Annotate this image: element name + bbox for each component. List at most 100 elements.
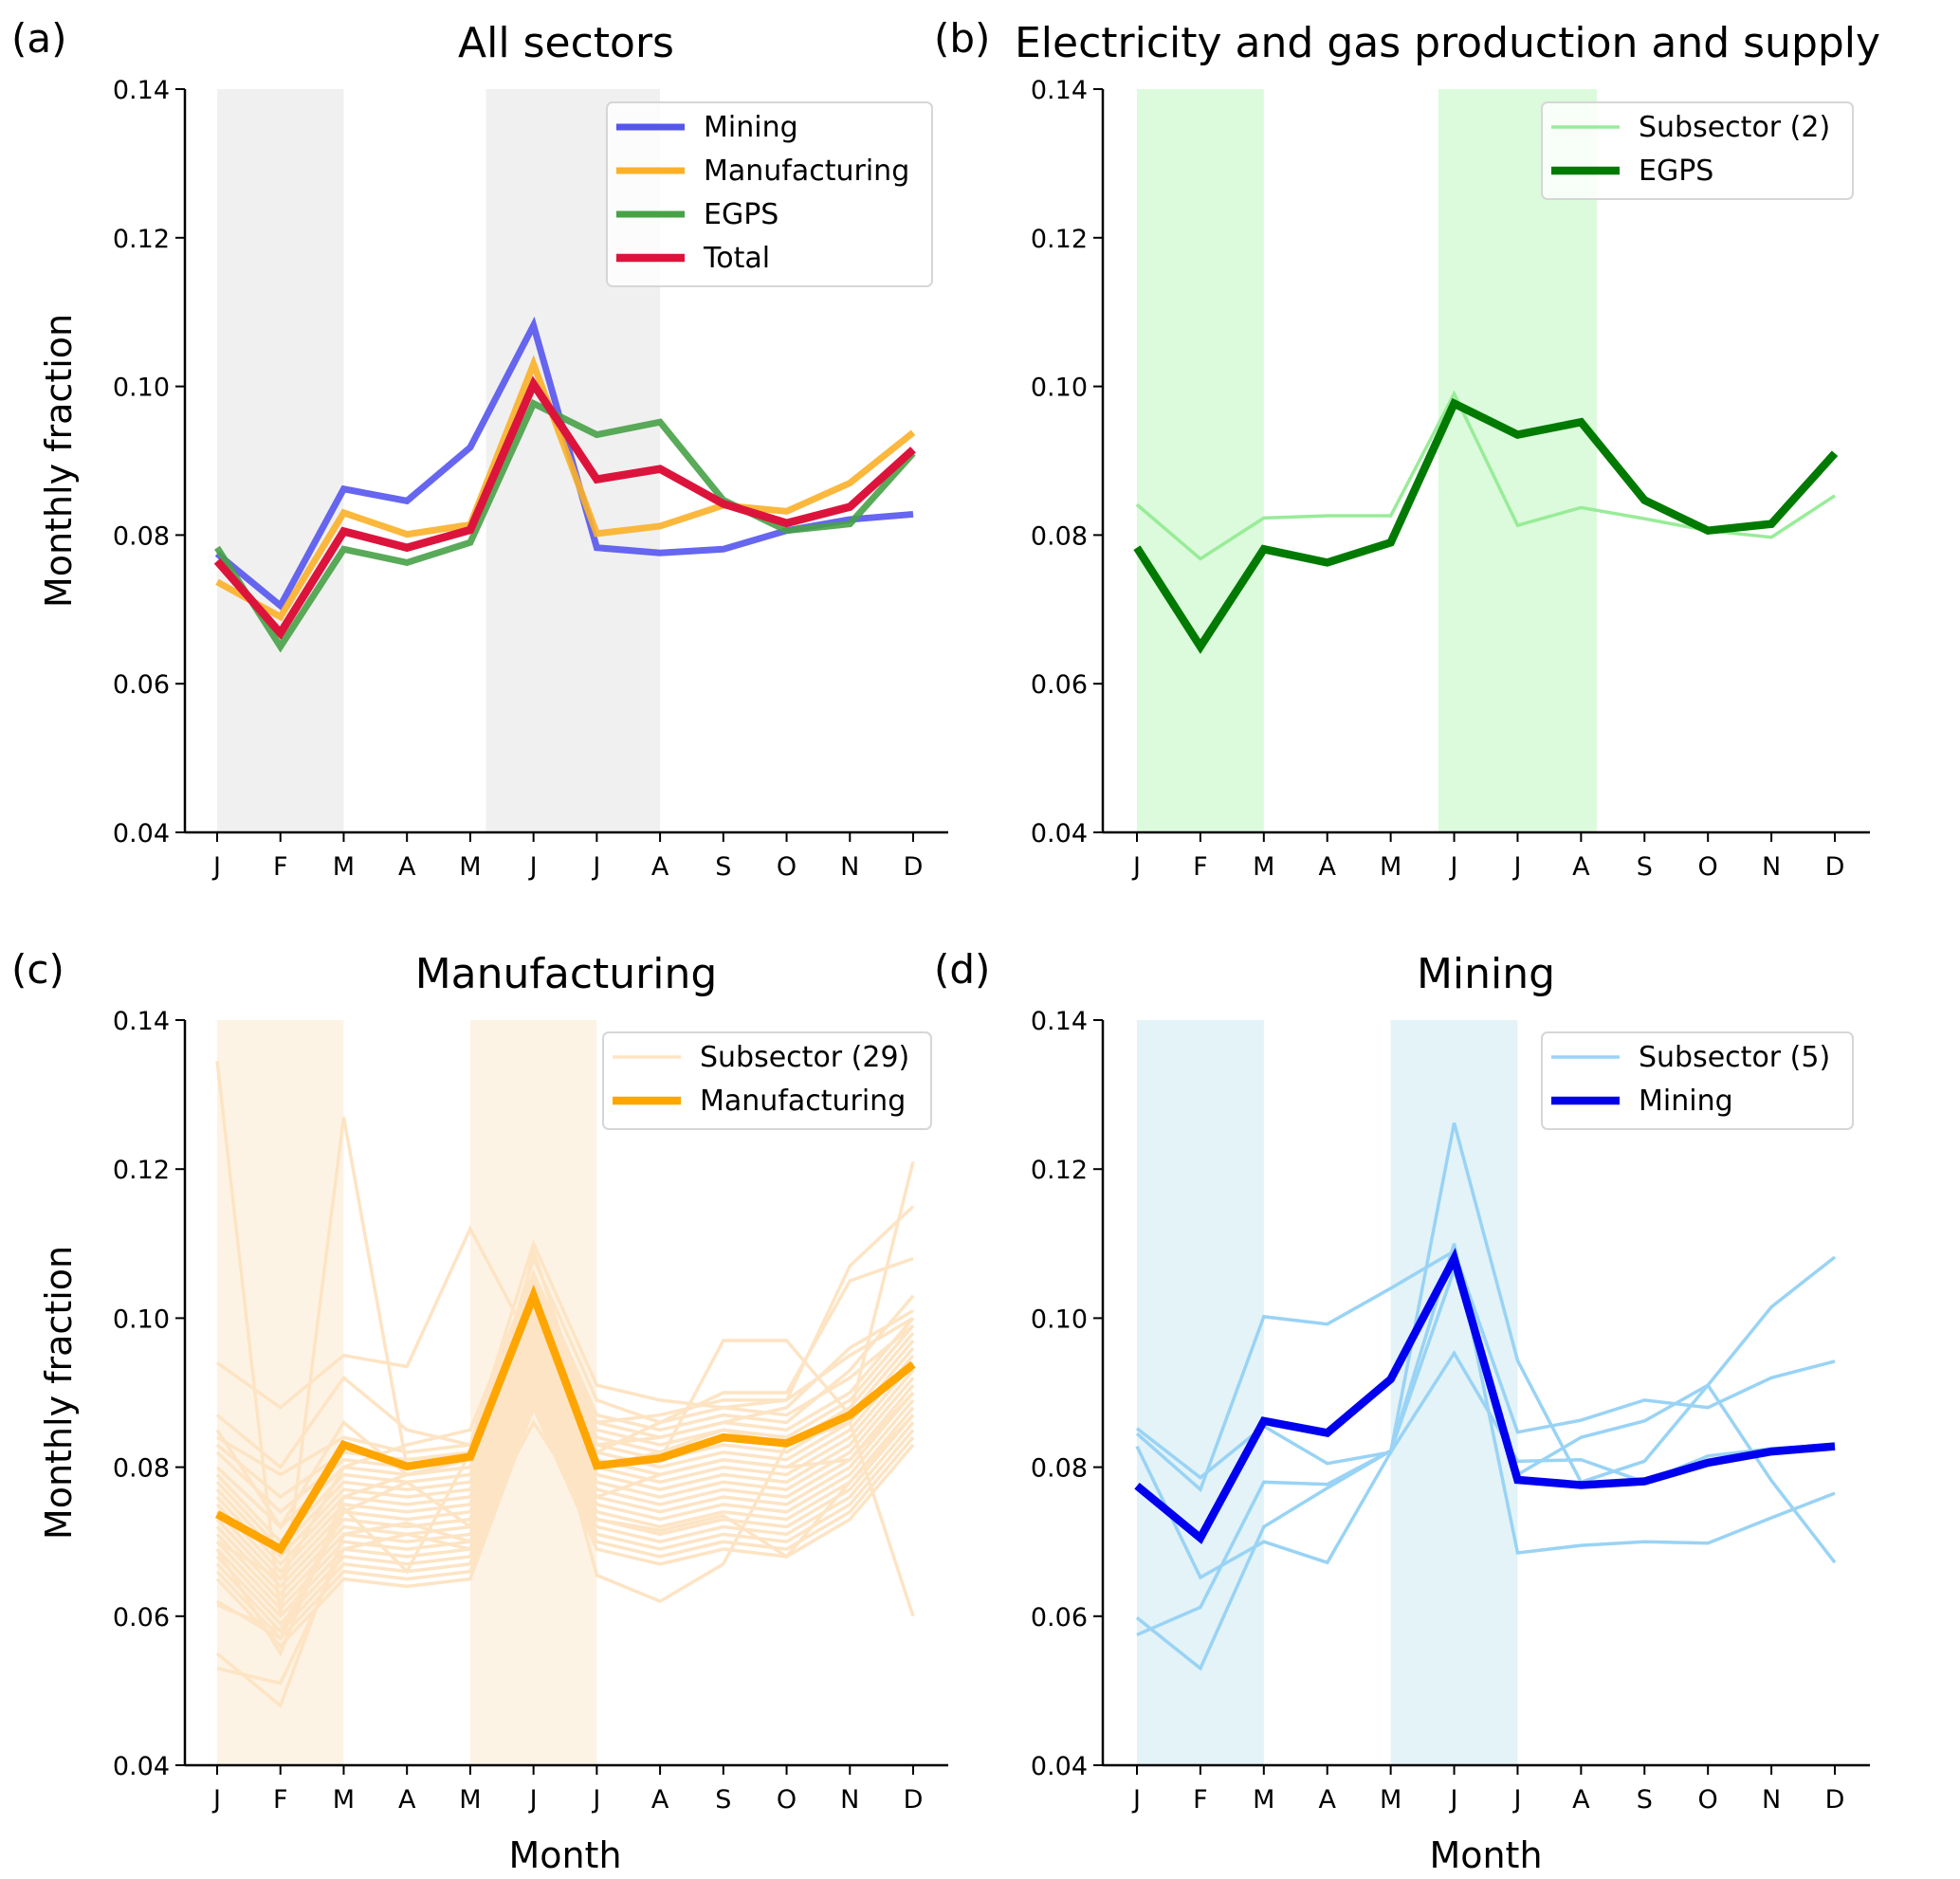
subsector-line xyxy=(215,1205,915,1470)
y-tick-label: 0.04 xyxy=(113,819,170,848)
subsector-line xyxy=(215,1403,915,1649)
x-tick-label: O xyxy=(777,852,797,882)
series-line-total xyxy=(213,375,916,640)
x-tick-label: S xyxy=(1637,1785,1653,1815)
panel-a-all-sectors: (a) All sectors Monthly fraction 0.04 0.0… xyxy=(11,15,948,882)
shaded-span xyxy=(1137,89,1264,832)
y-tick-label: 0.14 xyxy=(1031,76,1088,105)
x-tick-label: M xyxy=(459,852,481,882)
x-tick-label: N xyxy=(840,852,859,882)
shaded-span xyxy=(1438,89,1598,832)
subsector-line xyxy=(1135,1243,1836,1671)
x-tick-label: M xyxy=(1253,1785,1274,1815)
panel-title: Manufacturing xyxy=(415,950,718,998)
x-tick-label: A xyxy=(1572,852,1590,882)
x-tick-label: D xyxy=(904,852,924,882)
x-tick-label: O xyxy=(777,1785,797,1815)
subsector-line xyxy=(215,1253,914,1530)
subsector-line xyxy=(216,1268,914,1581)
x-tick-label: A xyxy=(651,1785,669,1815)
y-tick-label: 0.10 xyxy=(1031,1304,1088,1334)
x-tick-label: J xyxy=(1449,852,1458,882)
y-tick-label: 0.14 xyxy=(113,76,170,105)
legend-label: Subsector (2) xyxy=(1639,111,1830,144)
x-tick-label: A xyxy=(398,1785,416,1815)
x-tick-label: J xyxy=(591,852,600,882)
subsector-line xyxy=(216,1350,915,1686)
shaded-span xyxy=(1137,1020,1264,1765)
subsector-line xyxy=(215,1321,915,1567)
x-tick-label: F xyxy=(273,1785,288,1815)
subsector-line xyxy=(215,1328,915,1575)
x-tick-label: D xyxy=(1825,1785,1845,1815)
x-tick-label: J xyxy=(1131,1785,1141,1815)
legend-label: Mining xyxy=(1639,1085,1733,1118)
x-tick-label: D xyxy=(904,1785,924,1815)
x-tick-label: A xyxy=(1318,852,1336,882)
y-tick-label: 0.06 xyxy=(1031,1603,1088,1633)
x-tick-label: N xyxy=(1762,1785,1781,1815)
panel-title: All sectors xyxy=(458,19,674,67)
y-tick-label: 0.04 xyxy=(113,1752,170,1781)
x-tick-label: F xyxy=(1193,1785,1208,1815)
y-axis-label: Monthly fraction xyxy=(38,1246,80,1540)
panel-title: Electricity and gas production and suppl… xyxy=(1015,19,1880,67)
panel-letter: (d) xyxy=(934,946,990,993)
y-tick-label: 0.06 xyxy=(1031,670,1088,700)
x-tick-label: S xyxy=(1637,852,1653,882)
x-tick-label: N xyxy=(840,1785,859,1815)
legend: Mining Manufacturing EGPS Total xyxy=(606,101,933,287)
series-line-manufacturing xyxy=(215,355,916,622)
panel-letter: (c) xyxy=(11,946,64,993)
x-tick-label: O xyxy=(1698,1785,1718,1815)
x-tick-label: J xyxy=(1449,1785,1458,1815)
series-line-manufacturing xyxy=(214,1284,916,1555)
y-tick-label: 0.06 xyxy=(113,670,170,700)
x-tick-label: J xyxy=(211,852,221,882)
legend: Subsector (5) Mining xyxy=(1541,1031,1854,1130)
y-tick-label: 0.08 xyxy=(113,521,170,551)
x-tick-label: M xyxy=(1253,852,1274,882)
legend-label: EGPS xyxy=(704,198,779,231)
y-tick-label: 0.12 xyxy=(1031,1156,1088,1185)
panel-title: Mining xyxy=(1417,950,1555,998)
shaded-span xyxy=(217,89,344,832)
x-tick-label: F xyxy=(1193,852,1208,882)
legend-frame xyxy=(606,101,933,287)
y-tick-label: 0.06 xyxy=(113,1603,170,1633)
x-tick-label: M xyxy=(459,1785,481,1815)
y-tick-label: 0.12 xyxy=(113,1156,170,1185)
legend: Subsector (2) EGPS xyxy=(1541,101,1854,200)
panel-d-mining: (d) Mining Month 0.04 0.06 0.08 0.10 0.12 0.1… xyxy=(934,946,1870,1876)
legend-label: Total xyxy=(703,242,770,275)
y-tick-label: 0.14 xyxy=(1031,1007,1088,1036)
legend-label: Manufacturing xyxy=(704,155,909,188)
y-tick-label: 0.08 xyxy=(113,1454,170,1484)
x-tick-label: D xyxy=(1825,852,1845,882)
x-tick-label: J xyxy=(528,1785,538,1815)
y-tick-label: 0.10 xyxy=(113,374,170,403)
legend-label: Manufacturing xyxy=(700,1085,906,1118)
x-tick-label: J xyxy=(1511,852,1521,882)
legend-label: EGPS xyxy=(1639,155,1713,188)
subsector-line xyxy=(215,1414,915,1709)
x-tick-label: J xyxy=(1131,852,1141,882)
subsector-line xyxy=(215,1358,915,1604)
y-tick-label: 0.10 xyxy=(1031,374,1088,403)
subsector-line xyxy=(1135,1249,1836,1493)
x-tick-label: A xyxy=(398,852,416,882)
y-tick-label: 0.12 xyxy=(113,225,170,254)
legend-label: Subsector (29) xyxy=(700,1041,909,1074)
y-tick-label: 0.08 xyxy=(1031,1454,1088,1484)
panel-b-egps: (b) Electricity and gas production and s… xyxy=(934,15,1880,882)
series-line-egps xyxy=(214,398,916,653)
y-tick-label: 0.14 xyxy=(113,1007,170,1036)
y-tick-label: 0.08 xyxy=(1031,521,1088,551)
shaded-span xyxy=(217,1020,344,1765)
series-line-egps xyxy=(1133,397,1839,654)
x-tick-label: M xyxy=(1380,852,1401,882)
x-tick-label: O xyxy=(1698,852,1718,882)
x-tick-label: A xyxy=(1572,1785,1590,1815)
x-tick-label: N xyxy=(1762,852,1781,882)
